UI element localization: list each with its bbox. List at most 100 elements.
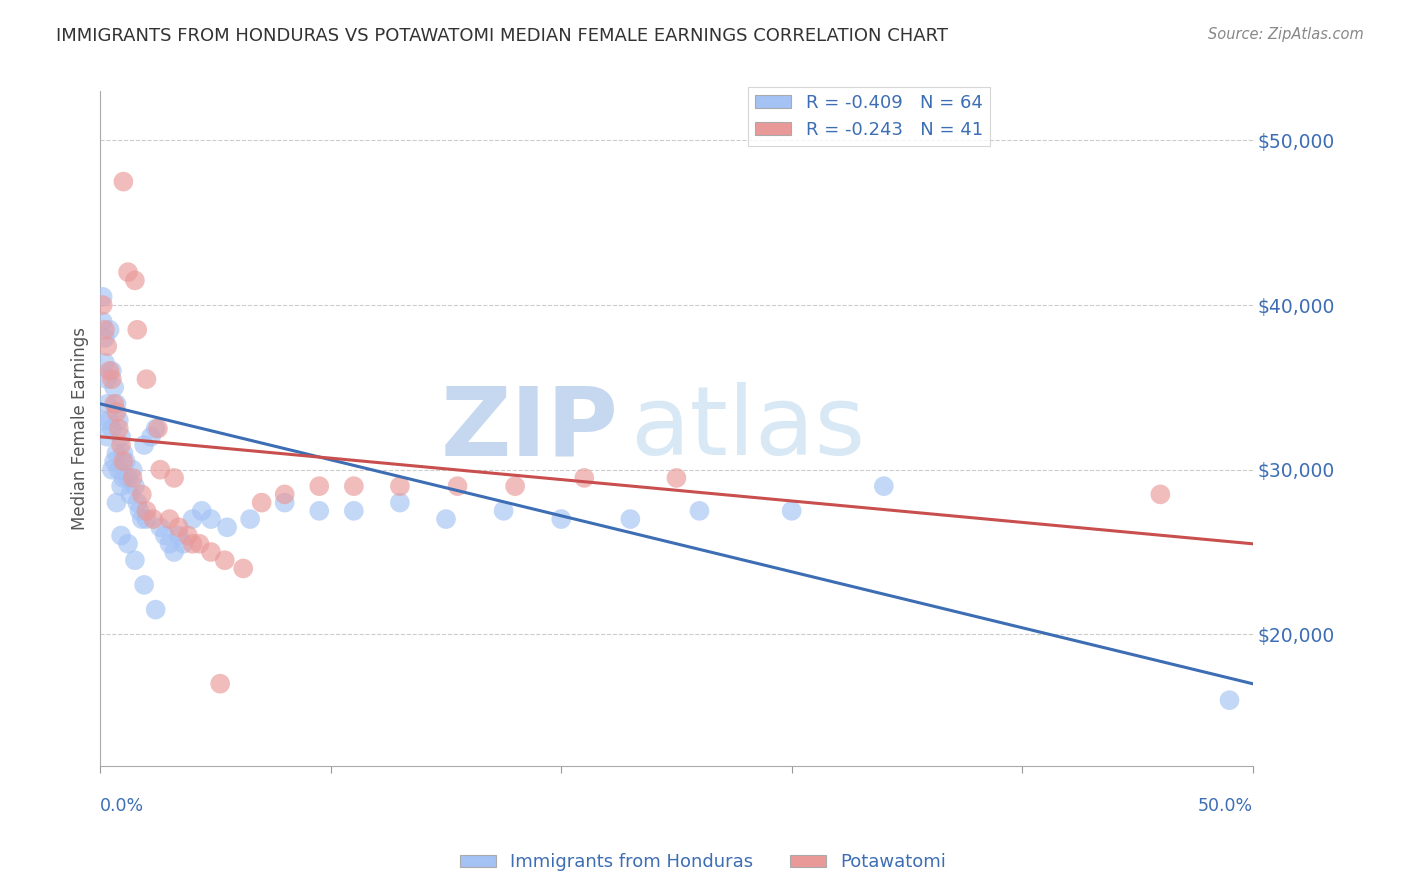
- Point: [1149, 487, 1171, 501]
- Point: [107, 421, 129, 435]
- Point: [94, 323, 117, 337]
- Point: [110, 479, 132, 493]
- Point: [388, 495, 411, 509]
- Point: [101, 372, 124, 386]
- Point: [112, 446, 135, 460]
- Point: [503, 479, 526, 493]
- Point: [96, 397, 118, 411]
- Point: [91, 298, 114, 312]
- Point: [105, 495, 128, 509]
- Point: [127, 323, 149, 337]
- Point: [103, 380, 125, 394]
- Text: 50.0%: 50.0%: [1198, 797, 1253, 814]
- Point: [159, 512, 181, 526]
- Point: [200, 512, 222, 526]
- Point: [619, 512, 641, 526]
- Text: atlas: atlas: [630, 382, 866, 475]
- Legend: R = -0.409   N = 64, R = -0.243   N = 41: R = -0.409 N = 64, R = -0.243 N = 41: [748, 87, 990, 146]
- Point: [131, 487, 153, 501]
- Point: [492, 504, 515, 518]
- Point: [91, 413, 114, 427]
- Point: [146, 421, 169, 435]
- Point: [117, 265, 139, 279]
- Point: [91, 290, 114, 304]
- Text: ZIP: ZIP: [441, 382, 619, 475]
- Point: [96, 339, 118, 353]
- Point: [209, 676, 232, 690]
- Point: [343, 479, 366, 493]
- Point: [94, 356, 117, 370]
- Point: [181, 512, 204, 526]
- Point: [124, 479, 146, 493]
- Point: [149, 520, 172, 534]
- Point: [121, 463, 143, 477]
- Point: [134, 578, 156, 592]
- Point: [98, 364, 121, 378]
- Point: [124, 553, 146, 567]
- Point: [110, 438, 132, 452]
- Text: Source: ZipAtlas.com: Source: ZipAtlas.com: [1208, 27, 1364, 42]
- Point: [110, 528, 132, 542]
- Point: [127, 495, 149, 509]
- Point: [101, 364, 124, 378]
- Point: [250, 495, 273, 509]
- Point: [142, 512, 165, 526]
- Point: [343, 504, 366, 518]
- Legend: Immigrants from Honduras, Potawatomi: Immigrants from Honduras, Potawatomi: [453, 847, 953, 879]
- Point: [103, 397, 125, 411]
- Point: [110, 430, 132, 444]
- Point: [200, 545, 222, 559]
- Point: [124, 273, 146, 287]
- Point: [105, 397, 128, 411]
- Point: [550, 512, 572, 526]
- Point: [188, 537, 211, 551]
- Point: [273, 495, 295, 509]
- Point: [107, 413, 129, 427]
- Point: [128, 504, 150, 518]
- Point: [134, 438, 156, 452]
- Y-axis label: Median Female Earnings: Median Female Earnings: [72, 327, 89, 530]
- Point: [145, 602, 167, 616]
- Point: [117, 537, 139, 551]
- Point: [177, 528, 200, 542]
- Point: [159, 537, 181, 551]
- Point: [163, 471, 186, 485]
- Point: [434, 512, 457, 526]
- Point: [98, 413, 121, 427]
- Point: [149, 463, 172, 477]
- Point: [217, 520, 239, 534]
- Point: [117, 471, 139, 485]
- Point: [153, 528, 176, 542]
- Point: [181, 537, 204, 551]
- Point: [112, 175, 135, 189]
- Point: [112, 471, 135, 485]
- Point: [232, 561, 254, 575]
- Point: [172, 537, 194, 551]
- Point: [780, 504, 803, 518]
- Point: [308, 504, 330, 518]
- Point: [135, 512, 157, 526]
- Point: [98, 323, 121, 337]
- Point: [214, 553, 236, 567]
- Point: [873, 479, 896, 493]
- Point: [94, 331, 117, 345]
- Point: [665, 471, 688, 485]
- Point: [190, 504, 212, 518]
- Point: [112, 454, 135, 468]
- Text: 0.0%: 0.0%: [100, 797, 145, 814]
- Point: [388, 479, 411, 493]
- Point: [96, 372, 118, 386]
- Point: [167, 528, 190, 542]
- Point: [135, 372, 157, 386]
- Point: [105, 405, 128, 419]
- Point: [135, 504, 157, 518]
- Point: [120, 487, 142, 501]
- Point: [121, 471, 143, 485]
- Point: [139, 430, 162, 444]
- Point: [101, 421, 124, 435]
- Point: [273, 487, 295, 501]
- Point: [105, 446, 128, 460]
- Point: [101, 463, 124, 477]
- Point: [91, 314, 114, 328]
- Point: [308, 479, 330, 493]
